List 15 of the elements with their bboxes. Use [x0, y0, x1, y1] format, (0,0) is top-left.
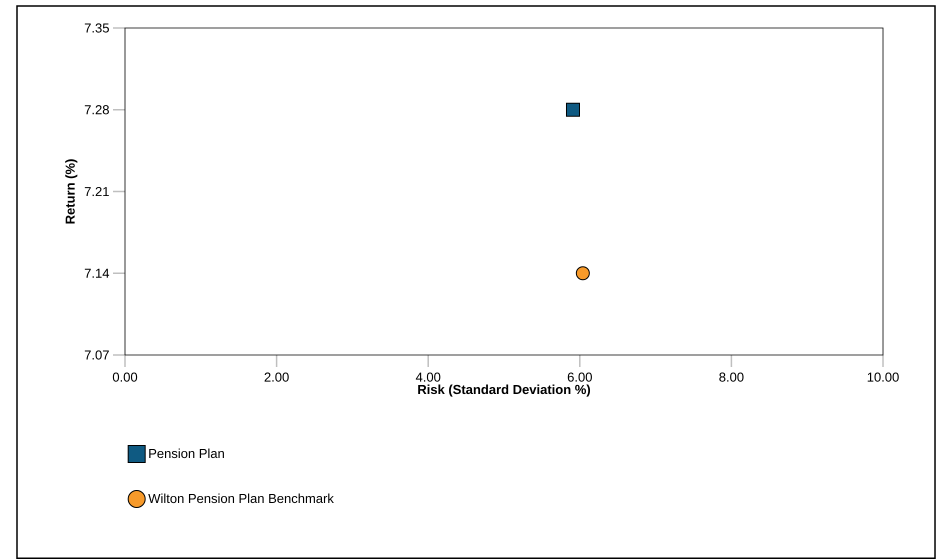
y-tick-label: 7.07: [84, 350, 109, 360]
y-tick-label: 7.28: [84, 105, 109, 114]
x-tick-label: 10.00: [868, 372, 899, 382]
y-tick-label: 7.21: [84, 186, 109, 196]
y-axis-title: Return (%): [65, 159, 78, 224]
x-axis-title: Risk (Standard Deviation %): [418, 384, 590, 397]
legend-label: Pension Plan: [149, 448, 224, 458]
x-tick-label: 2.00: [264, 372, 289, 382]
legend-label: Wilton Pension Plan Benchmark: [148, 494, 334, 504]
x-tick-label: 0.00: [112, 372, 138, 382]
y-tick-label: 7.14: [84, 268, 110, 278]
x-tick-label: 4.00: [416, 372, 440, 382]
x-tick-label: 6.00: [568, 372, 592, 382]
y-tick-label: 7.35: [84, 23, 109, 33]
x-tick-label: 8.00: [719, 372, 744, 382]
